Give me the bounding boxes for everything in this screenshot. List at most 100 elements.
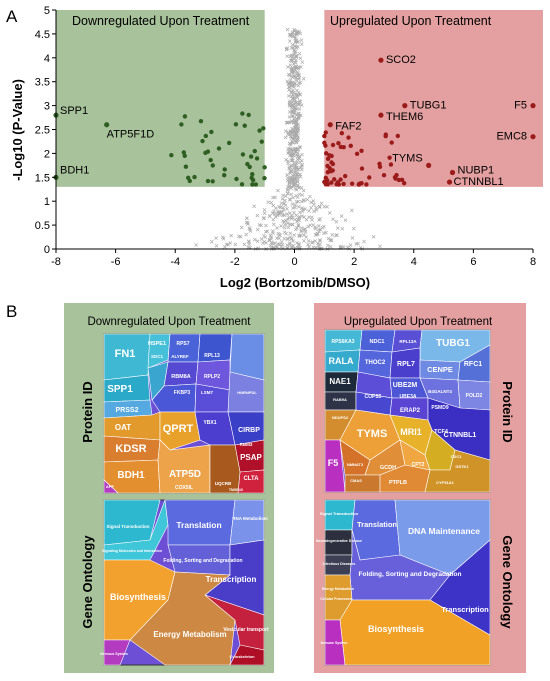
- up-point: [336, 141, 341, 146]
- background-marker: [275, 226, 279, 230]
- background-marker: [296, 204, 301, 209]
- down-point: [222, 167, 227, 172]
- background-marker: [290, 53, 294, 58]
- background-marker: [266, 200, 271, 205]
- background-marker: [220, 235, 225, 240]
- background-marker: [318, 238, 322, 242]
- background-marker: [306, 239, 311, 243]
- cell-label: Signal Transduction: [106, 524, 149, 529]
- background-marker: [348, 243, 353, 248]
- down-point: [216, 146, 222, 151]
- cell-label: RPL13: [204, 353, 220, 359]
- labeled-point: [327, 122, 333, 128]
- cell-label: CLTA: [243, 476, 259, 482]
- background-marker: [292, 163, 297, 168]
- background-marker: [301, 198, 306, 203]
- background-marker: [329, 238, 333, 243]
- cell-label: Neurodegenerative Disease: [316, 539, 362, 543]
- cell-label: NAE1: [329, 377, 351, 386]
- background-marker: [314, 208, 319, 212]
- cell-label: PSAP: [240, 453, 262, 462]
- background-marker: [278, 233, 282, 238]
- cell-label: Biosynthesis: [368, 624, 424, 634]
- background-marker: [299, 165, 303, 170]
- background-marker: [328, 244, 333, 249]
- down-point: [192, 174, 197, 180]
- down-point: [198, 119, 204, 124]
- background-marker: [264, 223, 268, 228]
- background-marker: [290, 96, 295, 101]
- background-marker: [295, 219, 299, 224]
- background-marker: [290, 114, 295, 118]
- background-marker: [330, 232, 335, 237]
- background-marker: [298, 210, 302, 215]
- cell-label: RPL13A: [399, 339, 417, 344]
- background-marker: [295, 179, 300, 184]
- background-marker: [285, 243, 289, 248]
- down-point: [248, 154, 254, 159]
- cell-label: ALYREF: [171, 354, 189, 359]
- background-marker: [294, 54, 299, 59]
- background-marker: [371, 234, 376, 239]
- background-marker: [292, 69, 296, 74]
- background-marker: [288, 63, 293, 68]
- up-point: [325, 169, 331, 175]
- background-marker: [310, 240, 314, 245]
- cell-label: ERAP2: [400, 408, 421, 414]
- background-marker: [378, 244, 382, 249]
- downregulated-voronoi-panel: Downregulated Upon Treatment Protein ID …: [64, 303, 274, 673]
- background-marker: [292, 102, 296, 107]
- x-axis-label: Log2 (Bortzomib/DMSO): [220, 275, 370, 290]
- background-marker: [285, 206, 289, 211]
- background-marker: [288, 78, 293, 82]
- background-marker: [285, 191, 290, 196]
- x-tick-label: -4: [170, 256, 180, 268]
- down-point: [259, 139, 264, 144]
- background-marker: [338, 245, 343, 250]
- cell-label: POLD2: [466, 393, 483, 399]
- upregulated-voronoi-panel: Upregulated Upon Treatment Protein ID Ge…: [314, 303, 526, 673]
- background-marker: [296, 126, 301, 130]
- background-marker: [307, 209, 311, 213]
- background-marker: [214, 243, 219, 248]
- background-marker: [294, 140, 299, 145]
- background-marker: [289, 213, 294, 218]
- background-marker: [286, 159, 290, 164]
- up-point: [323, 151, 329, 156]
- background-marker: [287, 73, 292, 77]
- down-go-treemap: Signal Transduction Signaling Molecules a…: [100, 499, 269, 666]
- down-point: [226, 140, 232, 146]
- background-marker: [299, 38, 304, 42]
- down-point: [182, 153, 187, 159]
- x-tick-label: -6: [111, 256, 121, 268]
- point-label: SPP1: [60, 105, 88, 117]
- background-marker: [293, 181, 297, 186]
- background-marker: [303, 227, 307, 231]
- background-marker: [291, 114, 296, 118]
- cell-label: GSTK1: [455, 464, 469, 469]
- background-marker: [260, 241, 265, 245]
- background-marker: [252, 237, 257, 242]
- cell-label: RALA: [329, 356, 354, 366]
- background-marker: [287, 39, 292, 43]
- background-marker: [315, 231, 320, 236]
- cell-label: HNRNPDL: [237, 390, 257, 395]
- up-point: [401, 180, 407, 186]
- cell-label: HSPE1: [148, 341, 166, 347]
- upregulated-region: [324, 10, 543, 187]
- cell-label: ODC1: [450, 454, 462, 459]
- background-marker: [294, 166, 298, 171]
- y-tick-label: 0.5: [35, 220, 50, 232]
- point-label: BDH1: [60, 164, 89, 176]
- labeled-point: [378, 57, 384, 63]
- cell-label: Translation: [176, 520, 221, 530]
- point-label: SCO2: [386, 54, 416, 66]
- background-marker: [246, 239, 251, 244]
- background-marker: [288, 58, 293, 63]
- down-point: [210, 163, 215, 168]
- background-marker: [287, 180, 292, 185]
- background-marker: [298, 56, 303, 61]
- down-point: [242, 123, 247, 128]
- background-marker: [280, 242, 285, 247]
- background-marker: [279, 224, 283, 228]
